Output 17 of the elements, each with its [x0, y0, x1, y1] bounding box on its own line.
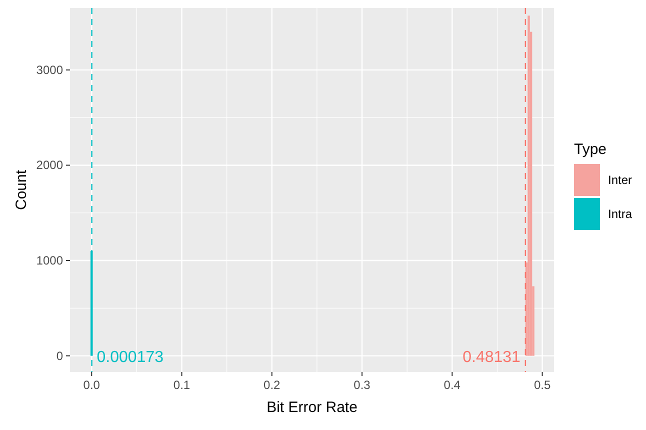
x-axis-title: Bit Error Rate: [266, 399, 358, 416]
text: Intra: [608, 207, 632, 221]
y-axis-title: Count: [13, 169, 30, 210]
y-tick-label: 3000: [36, 62, 64, 77]
y-tick-label: 2000: [36, 158, 64, 172]
x-tick-label: 0.2: [264, 378, 281, 392]
x-tick-label: 0.5: [534, 378, 551, 392]
y-tick-label: 0: [56, 348, 64, 363]
x-tick-label: 0.1: [173, 378, 190, 392]
x-tick-label: 0.3: [354, 378, 371, 392]
x-tick-label: 0.0: [83, 378, 100, 392]
text: Inter: [608, 173, 632, 187]
x-tick-label: 0.4: [444, 378, 461, 392]
ref-line-label: 0.000173: [96, 348, 164, 366]
legend-title: Type: [574, 141, 607, 158]
ref-line-label: 0.48131: [462, 348, 521, 366]
y-tick-label: 1000: [36, 254, 64, 268]
